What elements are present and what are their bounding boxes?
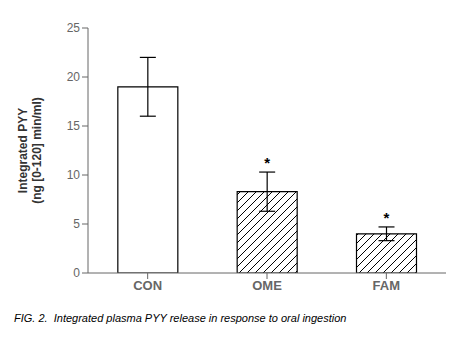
svg-text:FAM: FAM xyxy=(373,278,400,293)
svg-text:15: 15 xyxy=(67,119,81,133)
svg-text:CON: CON xyxy=(133,278,162,293)
svg-text:*: * xyxy=(264,154,270,171)
html-text:FIG. 2. Integrated plasma PYY: FIG. 2. Integrated plasma PYY release in… xyxy=(14,312,347,324)
svg-text:OME: OME xyxy=(252,278,282,293)
svg-text:20: 20 xyxy=(67,70,81,84)
svg-text:25: 25 xyxy=(67,21,81,35)
svg-text:10: 10 xyxy=(67,168,81,182)
svg-text:*: * xyxy=(384,209,390,226)
svg-text:Integrated PYY(ng [0-120] min/: Integrated PYY(ng [0-120] min/ml) xyxy=(16,97,44,204)
svg-text:5: 5 xyxy=(73,217,80,231)
svg-text:0: 0 xyxy=(73,266,80,280)
